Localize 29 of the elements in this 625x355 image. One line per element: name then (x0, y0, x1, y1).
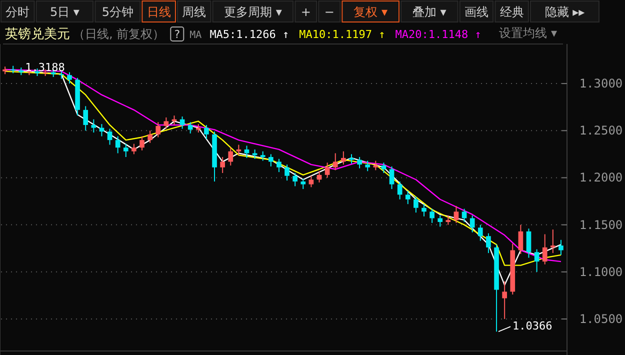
text: MA (190, 30, 202, 41)
text: 5分钟 (102, 5, 134, 19)
chart-title: 英镑兑美元 (5, 26, 70, 42)
text: 设置均线 ▾ (499, 26, 557, 40)
annotation: 1.3188 (25, 60, 65, 74)
text: MA10:1.1197 ↑ (299, 28, 386, 41)
y-tick-label: 1.2500 (579, 124, 623, 138)
text: + (300, 5, 311, 19)
chart-subtitle: （日线, 前复权） (73, 27, 165, 41)
text: 更多周期 ▾ (224, 5, 282, 19)
text: ? (174, 28, 180, 41)
text: 复权 ▾ (354, 5, 388, 19)
text: 叠加 ▾ (412, 5, 446, 19)
y-tick-label: 1.2000 (579, 170, 623, 185)
text: 日线 (146, 5, 171, 19)
y-tick-label: 1.1000 (579, 264, 623, 279)
text: 周线 (182, 5, 206, 19)
text: MA5:1.1266 ↑ (210, 28, 290, 41)
text: − (324, 5, 334, 19)
text: 分时 (6, 5, 30, 19)
y-tick-label: 1.3000 (579, 76, 623, 91)
y-tick-label: 1.0500 (579, 312, 623, 326)
text: 经典 (500, 5, 524, 19)
text: 5日 ▾ (50, 5, 80, 19)
y-tick-label: 1.1500 (579, 218, 623, 232)
text: 画线 (464, 5, 488, 19)
annotation: 1.0366 (512, 320, 552, 333)
text: MA20:1.1148 ↑ (395, 28, 482, 41)
text: 隐藏 ▸▸ (544, 5, 585, 19)
